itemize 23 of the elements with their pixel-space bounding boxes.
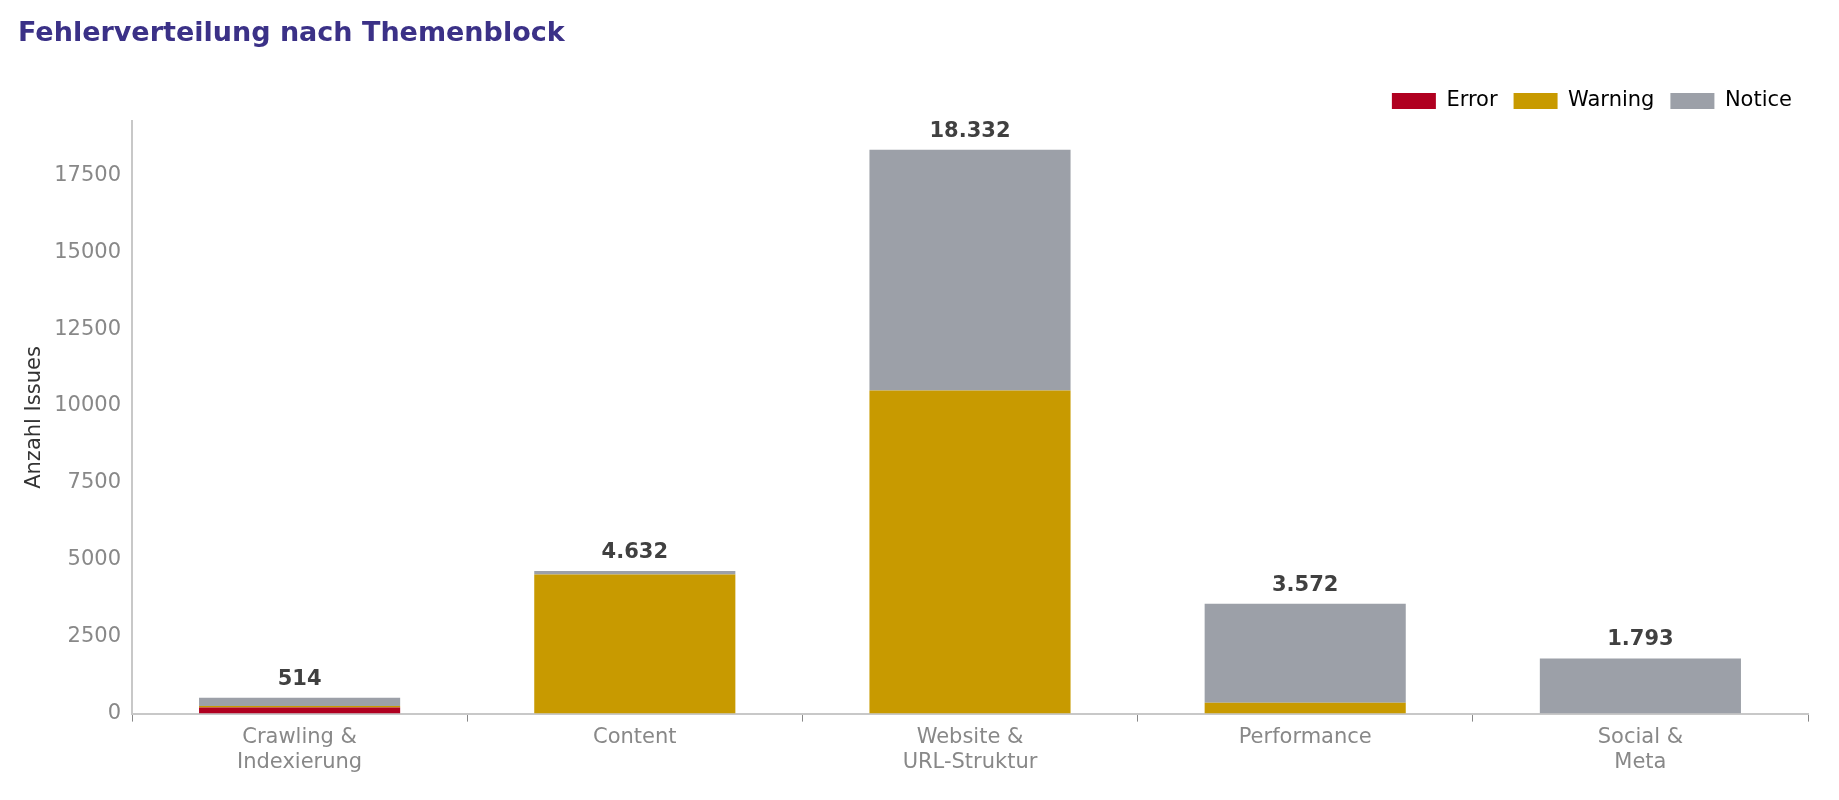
- y-axis-title: Anzahl Issues: [21, 346, 46, 489]
- y-tick-label: 10000: [54, 392, 121, 417]
- chart-title: Fehlerverteilung nach Themenblock: [18, 16, 566, 48]
- y-tick-label: 5000: [67, 546, 121, 571]
- y-tick-label: 0: [107, 700, 121, 725]
- x-tick-label: Content: [593, 723, 677, 748]
- legend-label: Warning: [1568, 87, 1655, 112]
- x-tick-label: Social & Meta: [1597, 723, 1684, 773]
- x-tick-label: Website & URL-Struktur: [902, 723, 1038, 773]
- x-tick-label: Performance: [1238, 723, 1372, 748]
- y-tick-label: 2500: [67, 623, 121, 648]
- total-label: 4.632: [601, 539, 669, 564]
- y-tick-label: 12500: [54, 315, 121, 340]
- y-tick-label: 17500: [54, 161, 121, 186]
- total-label: 3.572: [1271, 571, 1339, 596]
- x-tick-label: Crawling & Indexierung: [237, 723, 363, 773]
- total-label: 514: [277, 665, 322, 690]
- total-label: 1.793: [1607, 626, 1674, 651]
- total-label: 18.332: [929, 117, 1011, 142]
- legend-label: Error: [1446, 87, 1498, 112]
- y-tick-label: 7500: [67, 469, 121, 494]
- legend-label: Notice: [1724, 87, 1792, 112]
- y-tick-label: 15000: [54, 238, 121, 263]
